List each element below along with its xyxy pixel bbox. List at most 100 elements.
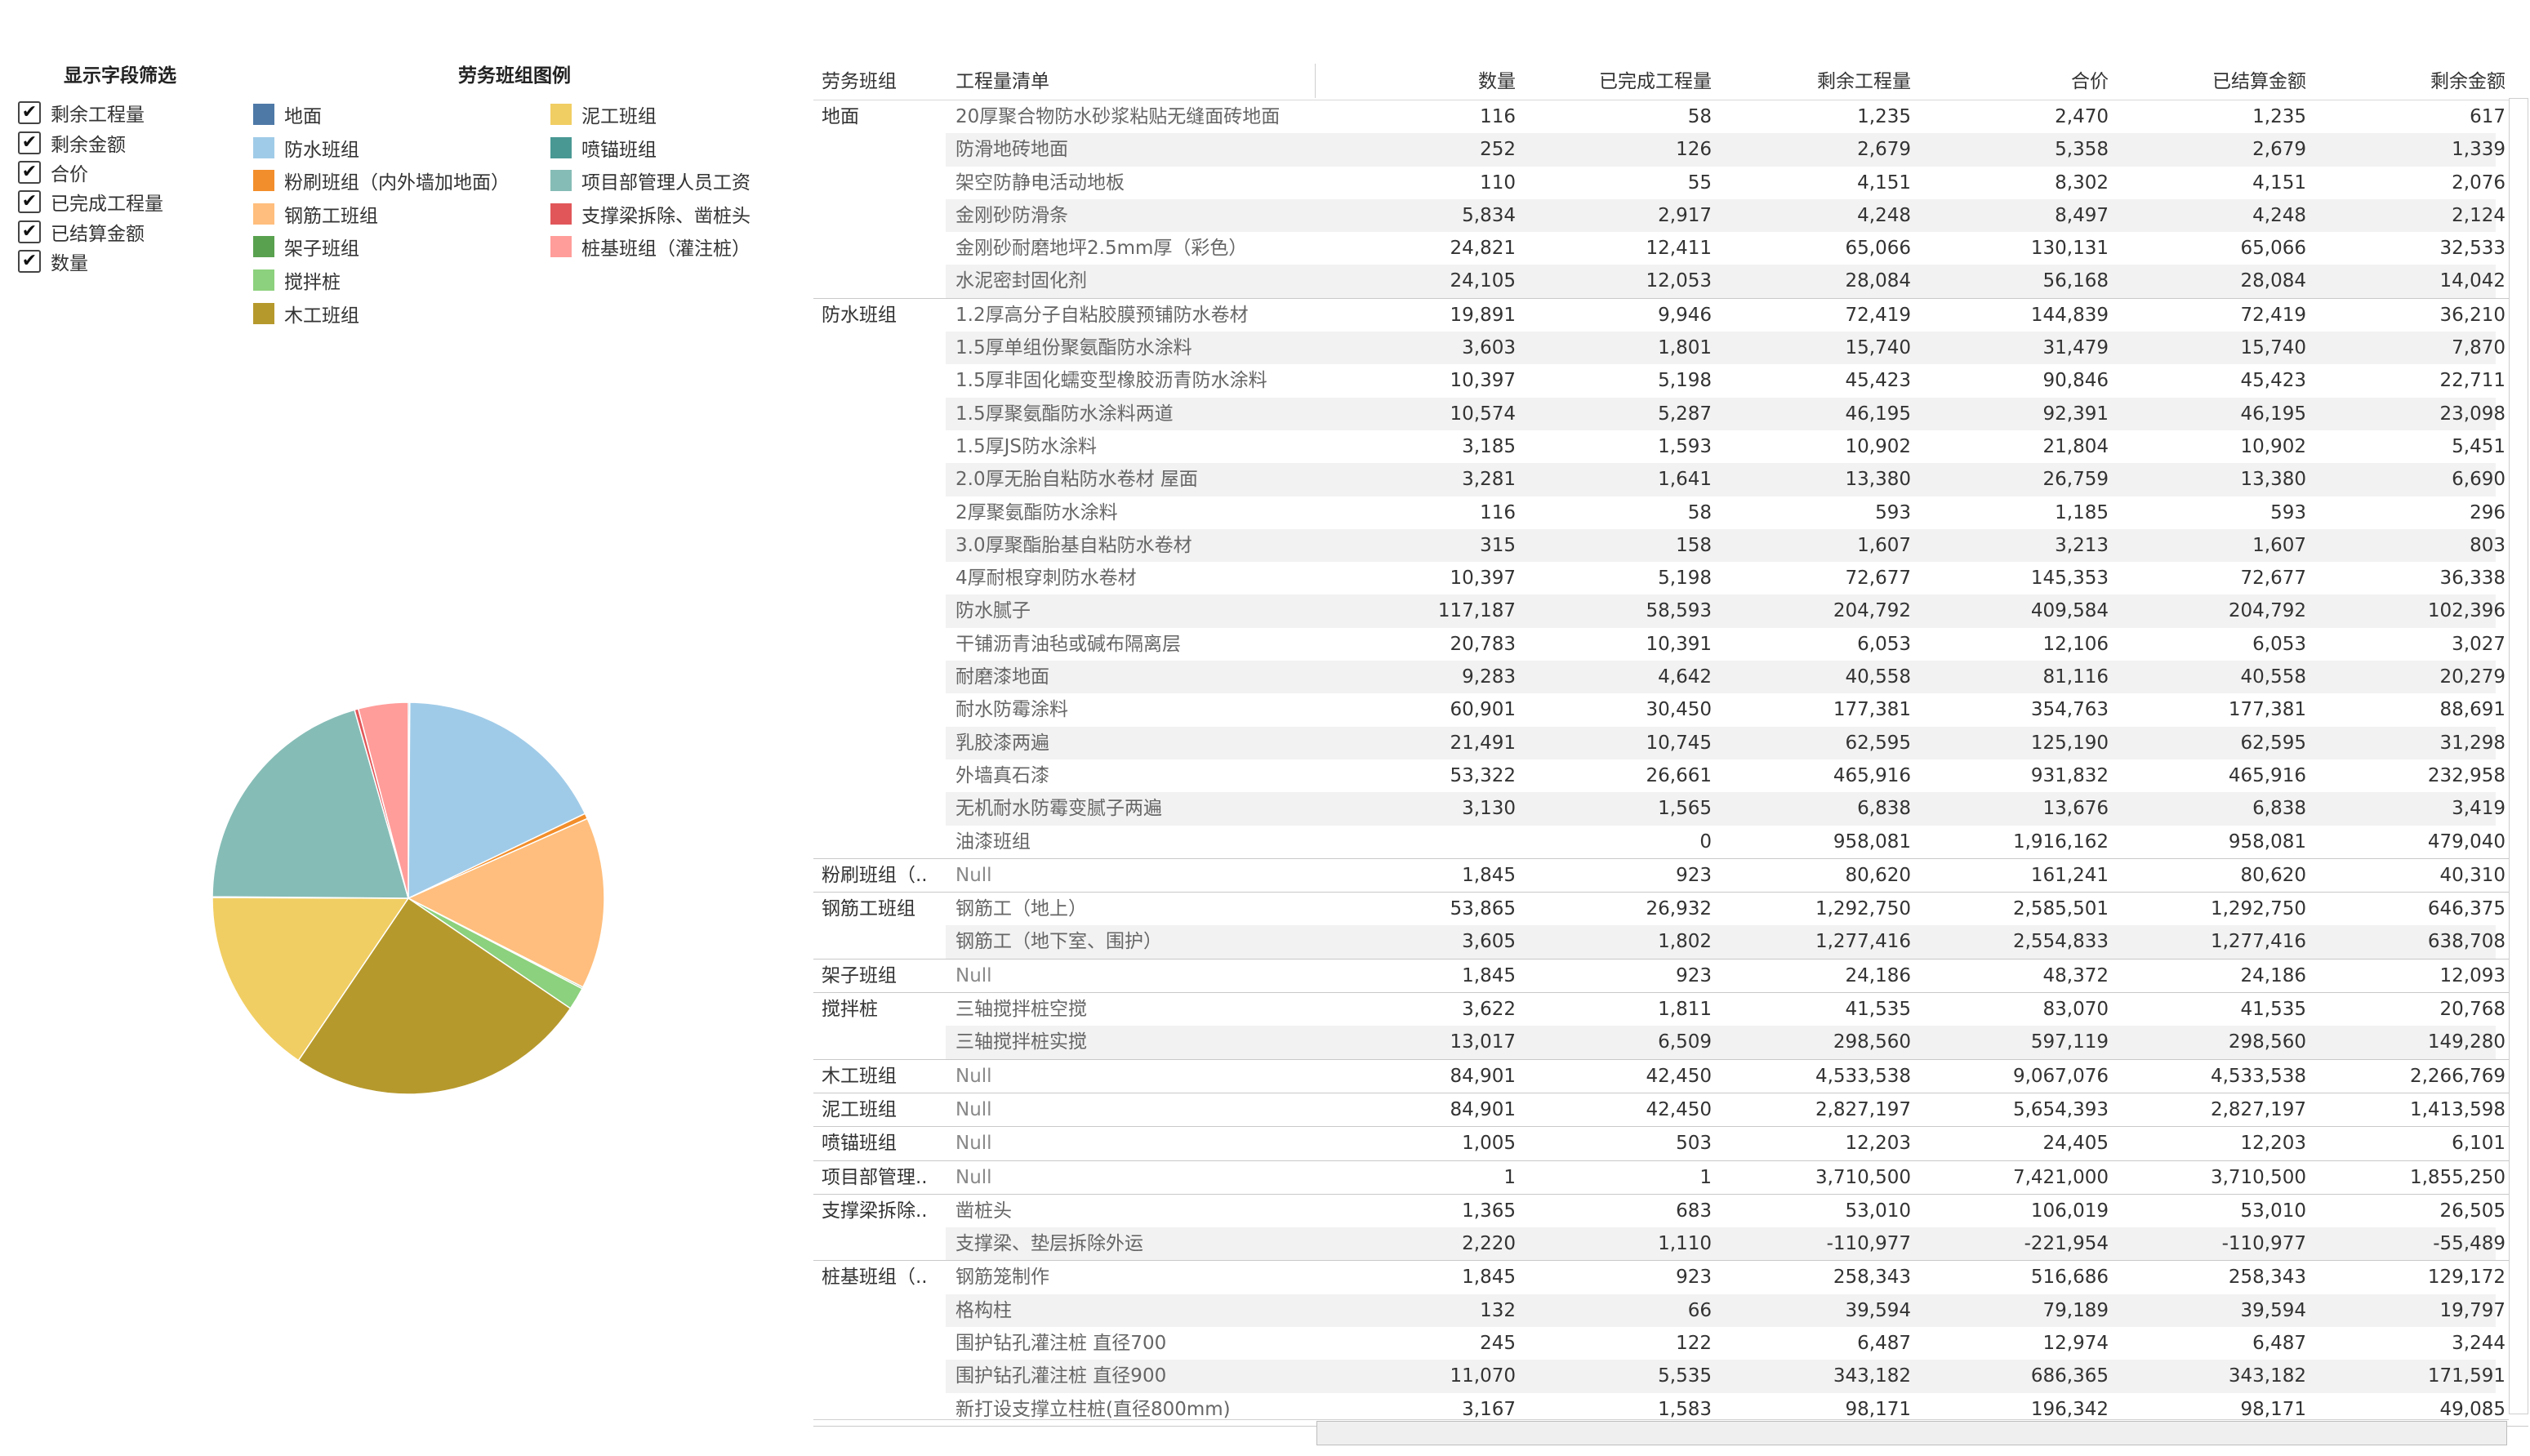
legend-item[interactable]: 泥工班组 bbox=[550, 98, 657, 131]
group-label: 桩基班组（.. bbox=[822, 1267, 928, 1289]
qty-cell: 21,491 bbox=[1450, 732, 1516, 754]
table-row[interactable]: 防水腻子 117,187 58,593 204,792 409,584 204,792 10… bbox=[813, 594, 2528, 628]
header-settled[interactable]: 已结算金额 bbox=[2212, 71, 2306, 92]
legend-swatch bbox=[550, 170, 572, 192]
checkbox[interactable]: ✔ bbox=[18, 131, 41, 154]
legend-item[interactable]: 项目部管理人员工资 bbox=[550, 164, 751, 197]
table-row[interactable]: 1.5厚JS防水涂料 3,185 1,593 10,902 21,804 10,902 5,… bbox=[813, 430, 2528, 463]
filter-option[interactable]: ✔ 已结算金额 bbox=[18, 217, 222, 247]
table-row[interactable]: 金刚砂防滑条 5,834 2,917 4,248 8,497 4,248 2,124 bbox=[813, 198, 2528, 233]
legend-item[interactable]: 喷锚班组 bbox=[550, 131, 657, 164]
table-row[interactable]: 防水班组 1.2厚高分子自粘胶膜预铺防水卷材 19,891 9,946 72,419 14… bbox=[813, 299, 2528, 332]
filter-option[interactable]: ✔ 已完成工程量 bbox=[18, 187, 222, 216]
table-row[interactable]: 喷锚班组 Null 1,005 503 12,203 24,405 12,203 6,101 bbox=[813, 1127, 2528, 1160]
header-remain[interactable]: 剩余工程量 bbox=[1817, 71, 1911, 92]
remain-amt-cell: 2,266,769 bbox=[2409, 1065, 2506, 1087]
header-remain-amount[interactable]: 剩余金额 bbox=[2430, 71, 2506, 92]
table-row[interactable]: 钢筋工班组 钢筋工（地上） 53,865 26,932 1,292,750 2,585,5… bbox=[813, 893, 2528, 925]
table-row[interactable]: 支撑梁、垫层拆除外运 2,220 1,110 -110,977 -221,954 -110… bbox=[813, 1227, 2528, 1261]
table-row[interactable]: 外墙真石漆 53,322 26,661 465,916 931,832 465,916 23… bbox=[813, 759, 2528, 792]
filter-option[interactable]: ✔ 数量 bbox=[18, 247, 222, 276]
table-row[interactable]: 耐磨漆地面 9,283 4,642 40,558 81,116 40,558 20,279 bbox=[813, 661, 2528, 694]
legend-item[interactable]: 架子班组 bbox=[253, 230, 359, 263]
pie-slice[interactable] bbox=[297, 897, 572, 1095]
group-label: 泥工班组 bbox=[822, 1098, 897, 1120]
table-row[interactable]: 格构柱 132 66 39,594 79,189 39,594 19,797 bbox=[813, 1293, 2528, 1327]
table-row[interactable]: 三轴搅拌桩实搅 13,017 6,509 298,560 597,119 298,560 1… bbox=[813, 1026, 2528, 1059]
filter-option-label: 剩余金额 bbox=[51, 134, 126, 156]
table-row[interactable]: 架空防静电活动地板 110 55 4,151 8,302 4,151 2,076 bbox=[813, 167, 2528, 199]
legend-item[interactable]: 钢筋工班组 bbox=[253, 198, 378, 230]
header-qty[interactable]: 数量 bbox=[1478, 71, 1516, 92]
table-row[interactable]: 2.0厚无胎自粘防水卷材 屋面 3,281 1,641 13,380 26,759 13,… bbox=[813, 463, 2528, 496]
table-row[interactable]: 围护钻孔灌注桩 直径900 11,070 5,535 343,182 686,365 34… bbox=[813, 1360, 2528, 1393]
total-cell: 516,686 bbox=[2030, 1267, 2109, 1289]
table-row[interactable]: 耐水防霉涂料 60,901 30,450 177,381 354,763 177,381 8… bbox=[813, 693, 2528, 726]
legend-item[interactable]: 搅拌桩 bbox=[253, 264, 341, 296]
checkbox[interactable]: ✔ bbox=[18, 101, 41, 125]
table-row[interactable]: 木工班组 Null 84,901 42,450 4,533,538 9,067,076 4,… bbox=[813, 1060, 2528, 1093]
remain-cell: 593 bbox=[1875, 501, 1911, 523]
table-row[interactable]: 金刚砂耐磨地坪2.5mm厚（彩色） 24,821 12,411 65,066 130,1… bbox=[813, 232, 2528, 265]
remain-amt-cell: 171,591 bbox=[2427, 1365, 2506, 1387]
header-item[interactable]: 工程量清单 bbox=[955, 71, 1049, 92]
table-row[interactable]: 2厚聚氨酯防水涂料 116 58 593 1,185 593 296 bbox=[813, 496, 2528, 529]
header-group[interactable]: 劳务班组 bbox=[822, 71, 897, 92]
table-row[interactable]: 水泥密封固化剂 24,105 12,053 28,084 56,168 28,084 14,… bbox=[813, 265, 2528, 298]
table-row[interactable]: 架子班组 Null 1,845 923 24,186 48,372 24,186 12,093 bbox=[813, 960, 2528, 992]
table-row[interactable]: 1.5厚单组份聚氨酯防水涂料 3,603 1,801 15,740 31,479 15,7… bbox=[813, 332, 2528, 365]
table-row[interactable]: 乳胶漆两遍 21,491 10,745 62,595 125,190 62,595 31,2… bbox=[813, 726, 2528, 759]
table-row[interactable]: 4厚耐根穿刺防水卷材 10,397 5,198 72,677 145,353 72,677… bbox=[813, 562, 2528, 594]
header-done[interactable]: 已完成工程量 bbox=[1599, 71, 1712, 92]
horizontal-scrollbar[interactable] bbox=[1316, 1421, 2507, 1445]
vertical-scrollbar[interactable] bbox=[2509, 98, 2528, 1414]
table-row[interactable]: 地面 20厚聚合物防水砂浆粘贴无缝面砖地面 116 58 1,235 2,470 1,235… bbox=[813, 100, 2528, 133]
table-row[interactable]: 防滑地砖地面 252 126 2,679 5,358 2,679 1,339 bbox=[813, 133, 2528, 167]
column-divider[interactable] bbox=[1315, 64, 1316, 98]
table-row[interactable]: 干铺沥青油毡或碱布隔离层 20,783 10,391 6,053 12,106 6,053… bbox=[813, 628, 2528, 661]
legend-item[interactable]: 粉刷班组（内外墙加地面） bbox=[253, 164, 510, 197]
table-row[interactable]: 搅拌桩 三轴搅拌桩空搅 3,622 1,811 41,535 83,070 41,535 20… bbox=[813, 993, 2528, 1026]
qty-cell: 3,605 bbox=[1462, 931, 1516, 953]
table-row[interactable]: 泥工班组 Null 84,901 42,450 2,827,197 5,654,393 2,… bbox=[813, 1093, 2528, 1126]
filter-option[interactable]: ✔ 剩余工程量 bbox=[18, 98, 222, 127]
table-row[interactable]: 无机耐水防霉变腻子两遍 3,130 1,565 6,838 13,676 6,838 3,4… bbox=[813, 792, 2528, 826]
checkbox[interactable]: ✔ bbox=[18, 190, 41, 214]
qty-cell: 1 bbox=[1503, 1166, 1516, 1188]
table-row[interactable]: 1.5厚非固化蠕变型橡胶沥青防水涂料 10,397 5,198 45,423 90,84… bbox=[813, 364, 2528, 397]
pie-slice[interactable] bbox=[408, 701, 586, 900]
settled-cell: 1,235 bbox=[2252, 106, 2306, 127]
pie-slice[interactable] bbox=[212, 709, 409, 899]
pie-slice[interactable] bbox=[407, 817, 605, 988]
table-row[interactable]: 支撑梁拆除.. 凿桩头 1,365 683 53,010 106,019 53,010 26,… bbox=[813, 1195, 2528, 1227]
filter-option[interactable]: ✔ 剩余金额 bbox=[18, 127, 222, 157]
table-row[interactable]: 1.5厚聚氨酯防水涂料两道 10,574 5,287 46,195 92,391 46,1… bbox=[813, 397, 2528, 430]
row-background bbox=[946, 925, 2496, 959]
table-row[interactable]: 围护钻孔灌注桩 直径700 245 122 6,487 12,974 6,487 3,244 bbox=[813, 1327, 2528, 1360]
table-row[interactable]: 项目部管理.. Null 1 1 3,710,500 7,421,000 3,710,500… bbox=[813, 1161, 2528, 1194]
table-row[interactable]: 油漆班组 0 958,081 1,916,162 958,081 479,040 bbox=[813, 826, 2528, 858]
checkbox[interactable]: ✔ bbox=[18, 220, 41, 243]
group-label: 钢筋工班组 bbox=[822, 898, 915, 920]
table-row[interactable]: 桩基班组（.. 钢筋笼制作 1,845 923 258,343 516,686 258,34… bbox=[813, 1261, 2528, 1293]
total-cell: 56,168 bbox=[2042, 270, 2109, 292]
legend-item[interactable]: 木工班组 bbox=[253, 297, 359, 330]
legend-item[interactable]: 地面 bbox=[253, 98, 322, 131]
item-cell: Null bbox=[955, 1098, 992, 1120]
filter-option[interactable]: ✔ 合价 bbox=[18, 158, 222, 187]
table-row[interactable]: 粉刷班组（.. Null 1,845 923 80,620 161,241 80,620 40… bbox=[813, 859, 2528, 892]
pie-slice[interactable] bbox=[212, 897, 410, 1062]
legend-item[interactable]: 桩基班组（灌注桩） bbox=[550, 230, 751, 263]
table-row[interactable]: 新打设支撑立柱桩(直径800mm) 3,167 1,583 98,171 196,342… bbox=[813, 1393, 2528, 1426]
checkbox[interactable]: ✔ bbox=[18, 160, 41, 184]
quantity-table: 劳务班组 工程量清单 数量 已完成工程量 剩余工程量 合价 已结算金额 剩余金额… bbox=[813, 64, 2528, 1427]
table-row[interactable]: 3.0厚聚酯胎基自粘防水卷材 315 158 1,607 3,213 1,607 803 bbox=[813, 528, 2528, 563]
legend-item[interactable]: 支撑梁拆除、凿桩头 bbox=[550, 198, 751, 230]
pie-slice[interactable] bbox=[357, 701, 409, 899]
remain-cell: 28,084 bbox=[1845, 270, 1911, 292]
header-total[interactable]: 合价 bbox=[2071, 71, 2109, 92]
checkbox[interactable]: ✔ bbox=[18, 250, 41, 274]
remain-amt-cell: 149,280 bbox=[2427, 1031, 2506, 1053]
table-row[interactable]: 钢筋工（地下室、围护） 3,605 1,802 1,277,416 2,554,833 1… bbox=[813, 925, 2528, 959]
legend-item[interactable]: 防水班组 bbox=[253, 131, 359, 164]
